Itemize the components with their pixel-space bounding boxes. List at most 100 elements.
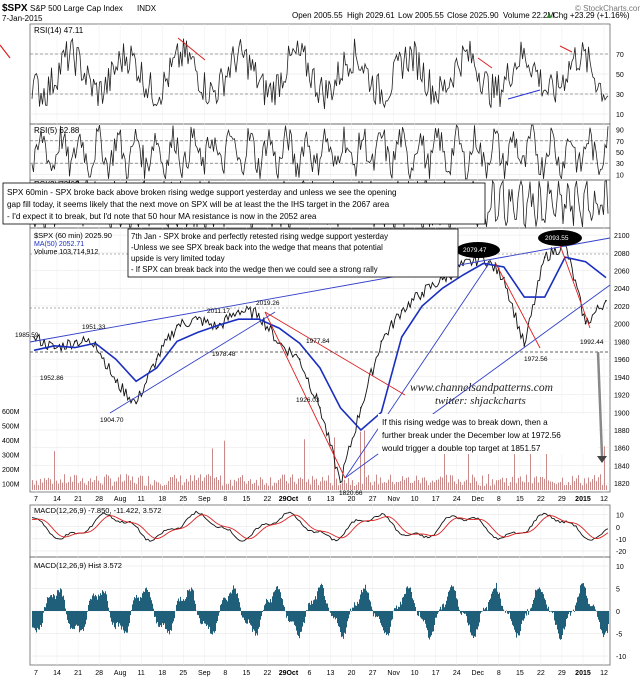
volume-bar <box>516 483 517 490</box>
x-tick-label-bottom: 18 <box>158 670 166 677</box>
hist-bar <box>120 611 121 626</box>
hist-bar <box>520 611 521 632</box>
hist-bar <box>227 601 228 611</box>
volume-bar <box>594 475 595 490</box>
hist-bar <box>155 611 156 617</box>
hist-bar <box>380 611 381 623</box>
hist-bar <box>551 611 552 612</box>
volume-bar <box>40 478 41 490</box>
hist-bar <box>336 611 337 618</box>
volume-bar <box>556 484 557 490</box>
volume-bar <box>60 479 61 490</box>
volume-bar <box>566 484 567 490</box>
price-tick-label: 2020 <box>614 304 630 311</box>
hist-bar <box>116 611 117 624</box>
top-ellipse-2 <box>538 230 582 246</box>
volume-bar <box>414 480 415 490</box>
volume-bar <box>310 484 311 490</box>
hist-bar <box>452 586 453 611</box>
x-tick-label: 18 <box>158 496 166 503</box>
hist-bar <box>178 598 179 611</box>
hist-bar <box>129 611 130 624</box>
hist-bar <box>489 600 490 611</box>
hist-bar <box>422 611 423 620</box>
hist-bar <box>255 611 256 636</box>
change-arrow-icon: ▲ <box>545 11 553 20</box>
volume-bar <box>558 482 559 490</box>
hist-bar <box>123 611 124 631</box>
hist-bar <box>346 611 347 628</box>
volume-bar <box>228 483 229 490</box>
volume-bar <box>322 476 323 490</box>
data-point <box>257 313 260 315</box>
volume-bar <box>606 485 607 490</box>
hist-bar <box>284 606 285 611</box>
price-label-1992: 1992.44 <box>580 339 604 346</box>
rsi5-label: RSI(5) 62.88 <box>34 126 80 135</box>
x-tick-label-bottom: 25 <box>179 670 187 677</box>
volume-bar <box>162 485 163 490</box>
hist-bar <box>521 611 522 624</box>
volume-panel-label: Volume 103,714,912 <box>34 249 98 256</box>
hist-bar <box>542 592 543 611</box>
hist-bar <box>302 611 303 627</box>
volume-bar <box>100 483 101 490</box>
volume-bar <box>260 477 261 490</box>
x-tick-label: 15 <box>516 496 524 503</box>
hist-bar <box>469 611 470 625</box>
data-point <box>339 481 342 484</box>
hist-bar <box>428 611 429 638</box>
hist-bar <box>55 599 56 611</box>
volume-bar <box>232 485 233 490</box>
hist-bar <box>56 595 57 611</box>
volume-bar <box>116 481 117 490</box>
volume-bar <box>108 475 109 490</box>
hist-bar <box>325 599 326 611</box>
hist-bar <box>261 611 262 617</box>
hist-bar <box>414 603 415 611</box>
volume-bar <box>230 479 231 490</box>
hist-bar <box>599 611 600 623</box>
lower-trendline-aug <box>109 311 276 414</box>
volume-bar <box>484 485 485 490</box>
hist-bar <box>366 590 367 611</box>
volume-bar <box>408 477 409 490</box>
volume-bar <box>578 475 579 490</box>
hist-bar <box>191 587 192 611</box>
hist-bar <box>110 611 111 618</box>
hist-bar <box>266 598 267 611</box>
data-point <box>114 381 117 383</box>
x-tick-label: Nov <box>387 496 400 503</box>
volume-bar <box>598 477 599 490</box>
hist-bar <box>208 611 209 629</box>
volume-bar <box>506 478 507 490</box>
volume-bar <box>224 440 225 490</box>
hist-bar <box>73 611 74 629</box>
volume-bar <box>504 482 505 490</box>
hist-bar <box>61 589 62 611</box>
hist-bar <box>206 611 207 627</box>
hist-bar <box>53 594 54 611</box>
rsi-arrow-edge <box>0 44 11 59</box>
hist-bar <box>194 600 195 611</box>
hist-bar <box>171 611 172 631</box>
volume-bar <box>492 479 493 490</box>
hist-bar <box>203 611 204 622</box>
volume-bar <box>44 478 45 490</box>
hist-bar <box>447 596 448 611</box>
hist-bar <box>287 611 288 616</box>
hist-bar <box>36 611 37 633</box>
x-tick-label-bottom: 11 <box>138 670 145 677</box>
hist-bar <box>264 605 265 611</box>
hist-bar <box>188 590 189 611</box>
hist-bar <box>50 595 51 611</box>
volume-bar <box>302 478 303 490</box>
hist-bar <box>390 611 391 627</box>
volume-bar <box>562 477 563 490</box>
hist-bar <box>186 597 187 611</box>
hist-bar <box>449 590 450 611</box>
rsi-arrow-4 <box>559 45 573 53</box>
price-tick-label: 1960 <box>614 357 630 364</box>
hist-bar <box>339 611 340 628</box>
hist-bar <box>555 611 556 625</box>
